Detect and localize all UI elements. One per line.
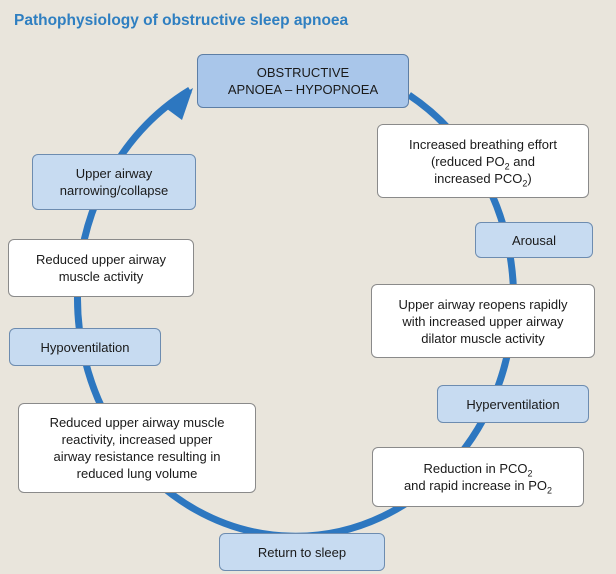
arrowhead-icon [163, 88, 193, 120]
node-hyperventilation: Hyperventilation [437, 385, 589, 423]
node-return-to-sleep: Return to sleep [219, 533, 385, 571]
node-reduced-muscle-activity: Reduced upper airway muscle activity [8, 239, 194, 297]
node-increased-breathing-effort: Increased breathing effort (reduced PO2 … [377, 124, 589, 198]
diagram-title: Pathophysiology of obstructive sleep apn… [14, 12, 349, 29]
node-hypoventilation: Hypoventilation [9, 328, 161, 366]
node-airway-narrowing: Upper airway narrowing/collapse [32, 154, 196, 210]
node-upper-airway-reopens: Upper airway reopens rapidly with increa… [371, 284, 595, 358]
node-reduced-reactivity: Reduced upper airway muscle reactivity, … [18, 403, 256, 493]
node-obstructive-apnoea: OBSTRUCTIVE APNOEA – HYPOPNOEA [197, 54, 409, 108]
node-arousal: Arousal [475, 222, 593, 258]
node-reduction-pco2: Reduction in PCO2 and rapid increase in … [372, 447, 584, 507]
